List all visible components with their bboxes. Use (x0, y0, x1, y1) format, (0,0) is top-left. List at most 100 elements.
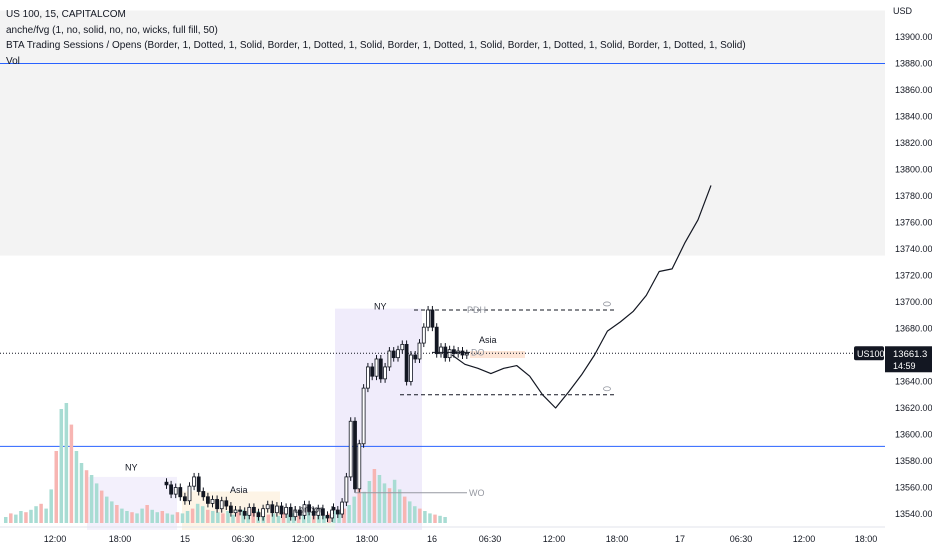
projection-path (451, 185, 712, 409)
volume-bar (190, 508, 195, 523)
x-tick-label: 12:00 (292, 534, 315, 544)
volume-bar (296, 515, 301, 523)
indicator-volume[interactable]: Vol (6, 55, 20, 67)
volume-bar (418, 508, 422, 523)
x-tick-label: 15 (180, 534, 190, 544)
price-badge-bg (885, 346, 932, 373)
session-label-london: London (294, 505, 324, 515)
volume-bar (443, 517, 447, 523)
volume-bar (372, 469, 377, 523)
volume-bar (4, 517, 8, 523)
volume-bar (362, 491, 367, 523)
y-tick-label: 13780.00 (895, 191, 932, 201)
volume-bar (423, 511, 427, 523)
candle (224, 500, 229, 507)
currency-label: USD (893, 6, 913, 16)
y-tick-label: 13620.00 (895, 403, 932, 413)
candle (408, 354, 413, 382)
volume-bar (89, 475, 94, 523)
candle (344, 476, 349, 503)
y-tick-label: 13760.00 (895, 218, 932, 228)
volume-bar (367, 481, 372, 523)
volume-bar (180, 513, 185, 523)
candle (340, 501, 345, 515)
candle (210, 499, 215, 504)
volume-bar (428, 513, 432, 523)
candle (247, 506, 252, 516)
volume-bar (377, 475, 382, 523)
volume-bar (170, 514, 175, 523)
candle (251, 506, 256, 514)
x-tick-label: 18:00 (109, 534, 132, 544)
volume-bar (105, 496, 109, 523)
volume-bar (64, 403, 69, 523)
candle (192, 476, 197, 487)
candle (361, 387, 366, 445)
price-axis (885, 0, 932, 550)
volume-bar (231, 514, 235, 523)
candle (413, 354, 418, 360)
x-tick-label: 06:30 (479, 534, 502, 544)
indicator-sessions[interactable]: BTA Trading Sessions / Opens (Border, 1,… (6, 40, 746, 51)
candle (307, 504, 312, 512)
volume-bar (110, 501, 114, 523)
candle (447, 349, 452, 359)
volume-bar (216, 512, 220, 523)
volume-bar (79, 463, 84, 523)
candle (274, 505, 279, 514)
x-tick-label: 16 (427, 534, 437, 544)
volume-bar (246, 513, 250, 523)
volume-bar (402, 496, 407, 523)
candle (238, 509, 243, 512)
volume-bar (276, 515, 281, 523)
y-tick-label: 13840.00 (895, 112, 932, 122)
candle (335, 509, 340, 515)
y-tick-label: 13700.00 (895, 297, 932, 307)
volume-bar (14, 514, 18, 523)
volume-bar (84, 470, 89, 523)
level-label-wo: WO (469, 488, 485, 498)
y-tick-label: 13800.00 (895, 165, 932, 175)
candle (426, 309, 431, 328)
candle (311, 510, 316, 516)
candle (387, 350, 392, 368)
candle (383, 366, 388, 380)
volume-bar (19, 511, 23, 523)
candle (451, 349, 456, 355)
candle (270, 504, 275, 514)
candle (169, 484, 174, 495)
volume-bar (347, 505, 351, 523)
y-tick-label: 13880.00 (895, 59, 932, 69)
candle (228, 505, 233, 514)
volume-bar (408, 501, 412, 523)
volume-bar (433, 514, 437, 523)
volume-bar (397, 489, 402, 523)
session-label-asia: Asia (479, 335, 497, 345)
y-tick-label: 13580.00 (895, 456, 932, 466)
volume-bar (99, 490, 104, 523)
candle (464, 353, 469, 356)
volume-bar (130, 512, 134, 523)
candle (434, 326, 439, 355)
volume-bar (185, 511, 190, 523)
volume-bar (140, 508, 144, 523)
volume-bar (59, 409, 64, 523)
y-tick-label: 13860.00 (895, 85, 932, 95)
volume-bar (175, 512, 180, 523)
y-tick-label: 13600.00 (895, 430, 932, 440)
indicator-fvg[interactable]: anche/fvg (1, no, solid, no, no, wicks, … (6, 24, 218, 36)
candle (370, 366, 375, 377)
x-tick-label: 18:00 (855, 534, 878, 544)
candle (417, 342, 422, 360)
x-tick-label: 06:30 (730, 534, 753, 544)
volume-bar (125, 511, 129, 523)
y-tick-label: 13640.00 (895, 377, 932, 387)
symbol-title[interactable]: US 100, 15, CAPITALCOM (6, 9, 126, 20)
session-label-ny: NY (125, 462, 138, 472)
x-tick-label: 12:00 (793, 534, 816, 544)
candle (391, 350, 396, 359)
price-badge-symbol-bg (854, 346, 884, 361)
candle (396, 349, 400, 359)
volume-bar (145, 505, 149, 523)
